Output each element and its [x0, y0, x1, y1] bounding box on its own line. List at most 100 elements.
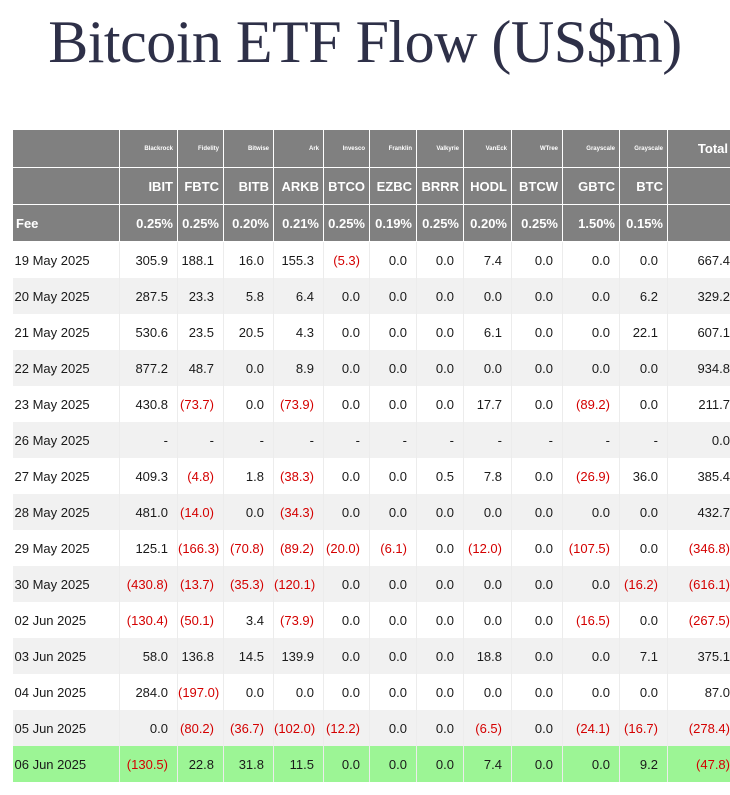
flow-cell: 7.8 — [463, 458, 512, 494]
fee-cell: 0.25% — [177, 204, 224, 242]
fee-header-row: Fee 0.25% 0.25% 0.20% 0.21% 0.25% 0.19% … — [12, 204, 730, 242]
flow-cell: (4.8) — [177, 458, 224, 494]
flow-cell: 17.7 — [463, 386, 512, 422]
flow-cell: (73.9) — [273, 602, 324, 638]
date-cell: 30 May 2025 — [12, 566, 120, 602]
flow-cell: 0.0 — [511, 494, 563, 530]
flow-cell: (89.2) — [562, 386, 620, 422]
flow-cell: (107.5) — [562, 530, 620, 566]
flow-cell: 0.0 — [323, 494, 370, 530]
date-cell: 21 May 2025 — [12, 314, 120, 350]
flow-cell: 0.0 — [416, 386, 464, 422]
date-cell: 22 May 2025 — [12, 350, 120, 386]
flow-cell: (89.2) — [273, 530, 324, 566]
flow-cell: 0.0 — [463, 494, 512, 530]
flow-cell: (20.0) — [323, 530, 370, 566]
flow-cell: 0.0 — [223, 350, 274, 386]
date-cell: 29 May 2025 — [12, 530, 120, 566]
flow-cell: 18.8 — [463, 638, 512, 674]
header-blank-cell — [667, 167, 730, 205]
issuer-header: VanEck — [463, 129, 512, 168]
flow-cell: 0.0 — [416, 674, 464, 710]
total-cell: 0.0 — [667, 422, 730, 458]
ticker-header: BITB — [223, 167, 274, 205]
flow-cell: 58.0 — [119, 638, 178, 674]
flow-cell: (5.3) — [323, 241, 370, 278]
date-cell: 23 May 2025 — [12, 386, 120, 422]
flow-cell: (197.0) — [177, 674, 224, 710]
flow-cell: 3.4 — [223, 602, 274, 638]
fee-label: Fee — [12, 204, 120, 242]
flow-cell: 0.0 — [562, 278, 620, 314]
flow-cell: 0.0 — [323, 458, 370, 494]
flow-cell: 0.0 — [369, 386, 417, 422]
date-cell: 26 May 2025 — [12, 422, 120, 458]
flow-cell: 0.0 — [369, 241, 417, 278]
flow-cell: 0.0 — [416, 494, 464, 530]
header-corner-cell — [12, 129, 120, 168]
fee-cell: 0.25% — [511, 204, 563, 242]
flow-cell: - — [463, 422, 512, 458]
flow-cell: 0.0 — [562, 566, 620, 602]
flow-cell: 48.7 — [177, 350, 224, 386]
flow-cell: - — [416, 422, 464, 458]
flow-cell: 0.0 — [323, 386, 370, 422]
flow-cell: 0.0 — [511, 386, 563, 422]
flow-cell: (120.1) — [273, 566, 324, 602]
table-body: 19 May 2025 305.9 188.1 16.0 155.3 (5.3) 0.0 0.… — [12, 241, 730, 782]
total-header: Total — [667, 129, 730, 168]
flow-cell: 0.0 — [416, 746, 464, 782]
fee-cell: 0.19% — [369, 204, 417, 242]
flow-cell: 4.3 — [273, 314, 324, 350]
issuer-header: Grayscale — [562, 129, 620, 168]
total-cell: 329.2 — [667, 278, 730, 314]
flow-cell: 0.0 — [416, 566, 464, 602]
header-blank-cell — [667, 204, 730, 242]
flow-cell: 0.0 — [619, 494, 668, 530]
flow-cell: (36.7) — [223, 710, 274, 746]
date-cell: 06 Jun 2025 — [12, 746, 120, 782]
issuer-header: Valkyrie — [416, 129, 464, 168]
flow-cell: (16.7) — [619, 710, 668, 746]
flow-cell: 139.9 — [273, 638, 324, 674]
flow-cell: (35.3) — [223, 566, 274, 602]
flow-cell: (73.7) — [177, 386, 224, 422]
flow-cell: 125.1 — [119, 530, 178, 566]
flow-cell: (130.5) — [119, 746, 178, 782]
flow-cell: 0.0 — [369, 278, 417, 314]
flow-cell: 0.0 — [511, 710, 563, 746]
flow-cell: (6.1) — [369, 530, 417, 566]
flow-cell: 0.0 — [369, 350, 417, 386]
flow-cell: 7.1 — [619, 638, 668, 674]
fee-cell: 0.20% — [463, 204, 512, 242]
flow-cell: 9.2 — [619, 746, 668, 782]
flow-cell: (102.0) — [273, 710, 324, 746]
flow-cell: (6.5) — [463, 710, 512, 746]
date-cell: 03 Jun 2025 — [12, 638, 120, 674]
flow-cell: 0.0 — [562, 350, 620, 386]
ticker-header: BTCW — [511, 167, 563, 205]
date-cell: 04 Jun 2025 — [12, 674, 120, 710]
table-row: 04 Jun 2025 284.0 (197.0) 0.0 0.0 0.0 0.0 0.0 0.… — [12, 674, 730, 710]
ticker-header: HODL — [463, 167, 512, 205]
flow-cell: 0.0 — [323, 746, 370, 782]
flow-cell: 0.0 — [511, 278, 563, 314]
flow-cell: 0.0 — [369, 674, 417, 710]
flow-cell: 409.3 — [119, 458, 178, 494]
flow-cell: 5.8 — [223, 278, 274, 314]
flow-cell: (13.7) — [177, 566, 224, 602]
total-cell: (278.4) — [667, 710, 730, 746]
fee-cell: 1.50% — [562, 204, 620, 242]
flow-cell: - — [223, 422, 274, 458]
table-row: 23 May 2025 430.8 (73.7) 0.0 (73.9) 0.0 0.0 0.0… — [12, 386, 730, 422]
table-header: Blackrock Fidelity Bitwise Ark Invesco F… — [12, 129, 730, 242]
issuer-header: Franklin — [369, 129, 417, 168]
etf-flow-table: Blackrock Fidelity Bitwise Ark Invesco F… — [12, 129, 730, 782]
flow-cell: 0.0 — [223, 494, 274, 530]
flow-cell: 0.0 — [223, 674, 274, 710]
flow-cell: 14.5 — [223, 638, 274, 674]
issuer-header: WTree — [511, 129, 563, 168]
ticker-header: IBIT — [119, 167, 178, 205]
flow-cell: (24.1) — [562, 710, 620, 746]
flow-cell: 7.4 — [463, 241, 512, 278]
